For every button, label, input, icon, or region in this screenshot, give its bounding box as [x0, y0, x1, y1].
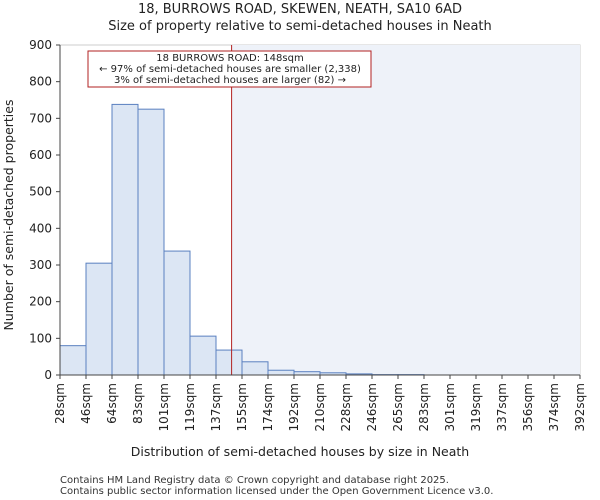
annotation-border: [87, 50, 372, 88]
x-tick-label-192sqm: 192sqm: [287, 383, 301, 431]
bar-83sqm: [137, 108, 165, 376]
x-tick-label-319sqm: 319sqm: [469, 383, 483, 431]
x-tick-label-137sqm: 137sqm: [209, 383, 223, 431]
x-tick-label-155sqm: 155sqm: [235, 383, 249, 431]
y-axis-label: Number of semi-detached properties: [1, 100, 16, 331]
y-tick-label-700: 700: [29, 111, 52, 125]
bar-101sqm: [163, 250, 191, 376]
x-tick-label-64sqm: 64sqm: [105, 383, 119, 424]
x-tick-label-228sqm: 228sqm: [339, 383, 353, 431]
x-tick-label-119sqm: 119sqm: [183, 383, 197, 431]
bar-46sqm: [85, 262, 113, 376]
y-tick-label-800: 800: [29, 75, 52, 89]
bars-group: [59, 103, 425, 376]
x-tick-label-174sqm: 174sqm: [261, 383, 275, 431]
highlight-region: [231, 45, 580, 375]
annotation-line-1: 18 BURROWS ROAD: 148sqm: [156, 53, 303, 64]
y-tick-label-0: 0: [44, 368, 52, 382]
x-tick-label-46sqm: 46sqm: [79, 383, 93, 424]
annotation-line-2: ← 97% of semi-detached houses are smalle…: [99, 64, 361, 75]
chart-subtitle: Size of property relative to semi-detach…: [108, 19, 492, 34]
x-tick-label-28sqm: 28sqm: [53, 383, 67, 424]
x-tick-label-356sqm: 356sqm: [521, 383, 535, 431]
x-tick-label-265sqm: 265sqm: [391, 383, 405, 431]
chart-title: 18, BURROWS ROAD, SKEWEN, NEATH, SA10 6A…: [138, 2, 462, 17]
x-tick-label-374sqm: 374sqm: [547, 383, 561, 431]
y-ticks: 0 100 200 300 400 500 600 700 800 900: [29, 38, 60, 382]
x-tick-label-83sqm: 83sqm: [131, 383, 145, 424]
y-tick-label-900: 900: [29, 38, 52, 52]
bar-119sqm: [189, 335, 217, 376]
bar-64sqm: [111, 103, 139, 376]
x-tick-label-101sqm: 101sqm: [157, 383, 171, 431]
x-tick-label-210sqm: 210sqm: [313, 383, 327, 431]
bar-28sqm: [59, 345, 87, 376]
y-tick-label-400: 400: [29, 221, 52, 235]
x-tick-label-301sqm: 301sqm: [443, 383, 457, 431]
bar-155sqm: [241, 361, 269, 376]
footer-line-1: Contains HM Land Registry data © Crown c…: [60, 475, 449, 486]
y-tick-label-100: 100: [29, 331, 52, 345]
bar-137sqm: [215, 349, 243, 376]
x-tick-label-283sqm: 283sqm: [417, 383, 431, 431]
annotation-line-3: 3% of semi-detached houses are larger (8…: [114, 75, 346, 86]
x-tick-label-337sqm: 337sqm: [495, 383, 509, 431]
annotation-box: 18 BURROWS ROAD: 148sqm ← 97% of semi-de…: [87, 50, 372, 88]
y-tick-label-200: 200: [29, 295, 52, 309]
bar-174sqm: [267, 369, 295, 376]
footer-line-2: Contains public sector information licen…: [60, 486, 493, 497]
x-axis-label: Distribution of semi-detached houses by …: [131, 444, 469, 459]
x-ticks: 28sqm 46sqm 64sqm 83sqm 101sqm 119sqm 137sqm 15…: [53, 375, 587, 431]
y-tick-label-300: 300: [29, 258, 52, 272]
x-tick-label-246sqm: 246sqm: [365, 383, 379, 431]
x-tick-label-392sqm: 392sqm: [573, 383, 587, 431]
y-tick-label-500: 500: [29, 185, 52, 199]
y-tick-label-600: 600: [29, 148, 52, 162]
